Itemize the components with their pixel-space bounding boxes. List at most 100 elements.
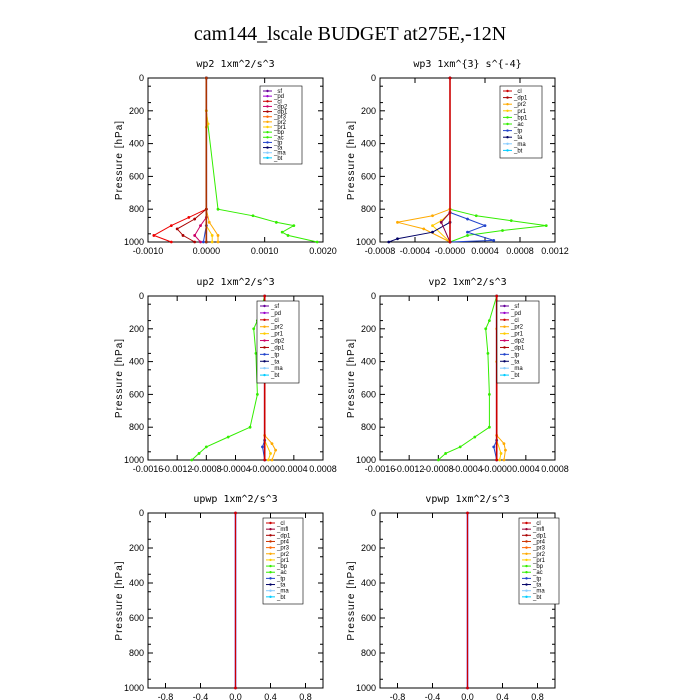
x-tick-label: 0.0012	[541, 246, 569, 256]
y-tick-label: 600	[129, 389, 144, 399]
y-tick-label: 200	[361, 324, 376, 334]
legend-entry: _ma	[532, 589, 545, 595]
series-line-pr1	[431, 78, 451, 243]
legend-marker	[503, 360, 506, 363]
series-line-ta	[388, 78, 451, 243]
legend-marker	[506, 96, 509, 99]
series-point-pr2	[504, 448, 507, 452]
legend-entry: _dp1	[273, 110, 288, 116]
legend-entry: _pr3	[532, 546, 546, 552]
legend-marker	[269, 558, 272, 562]
plot-frame	[147, 77, 324, 243]
series-point-tp	[261, 445, 264, 449]
x-tick-label: -0.0008	[423, 464, 454, 474]
series-line-pr2	[397, 78, 451, 243]
x-tick-label: -0.0012	[162, 464, 193, 474]
legend-box	[256, 300, 300, 384]
legend-entry: _cl	[270, 318, 279, 324]
legend-marker	[269, 534, 272, 537]
legend-marker	[506, 122, 509, 126]
legend-entry: _dp1	[510, 345, 525, 351]
legend-marker	[506, 142, 509, 145]
x-tick-label: 0.0	[461, 692, 474, 700]
legend-entry: _pr1	[270, 332, 284, 338]
series-point-ac	[315, 240, 319, 244]
series-point-pr1	[487, 319, 491, 322]
legend-entry: _tp	[273, 140, 283, 146]
y-tick-label: 200	[129, 324, 144, 334]
legend-marker	[263, 346, 266, 349]
legend-entry: _bp	[273, 130, 285, 136]
series-point-dp1	[466, 686, 469, 690]
legend-marker	[503, 346, 506, 349]
y-tick-label: 0	[139, 73, 144, 83]
legend-marker	[269, 540, 272, 543]
legend-entry: _ta	[276, 583, 286, 589]
legend-marker	[269, 527, 272, 531]
series-point-ac	[251, 214, 255, 218]
series-point-pr1	[152, 234, 156, 237]
legend: _cl_mfl_dp1_pr4_pr3_pr2_pr1_bp_ac_tp_ta_…	[518, 517, 560, 605]
series-point-pr3	[207, 220, 211, 224]
legend-entry: _bt	[510, 373, 520, 379]
legend-entry: _ma	[513, 142, 526, 148]
legend-entry: _pr1	[513, 109, 527, 115]
y-tick-label: 600	[129, 613, 144, 623]
legend-box	[496, 300, 540, 384]
legend-entry: _cl	[273, 99, 282, 105]
y-tick-label: 200	[361, 543, 376, 553]
legend-marker	[506, 116, 509, 119]
legend-entry: _ma	[270, 366, 283, 372]
series-line-pr1	[191, 295, 266, 461]
legend-entry: _pr3	[273, 115, 287, 121]
legend-marker	[263, 360, 266, 363]
legend-marker	[266, 151, 269, 154]
legend-marker	[269, 577, 272, 580]
y-axis-label: Pressure [hPa]	[346, 560, 357, 640]
legend-entry: _mfl	[532, 527, 544, 533]
legend-entry: _pr1	[510, 332, 524, 338]
panel-title: up2 1xm^2/s^3	[196, 277, 274, 288]
series-point-ac	[292, 224, 296, 228]
series-point-ac	[509, 219, 513, 223]
panel-title: upwp 1xm^2/s^3	[193, 494, 277, 505]
legend: _sf_pd_cl_pr2_pr1_dp2_dp1_tp_ta_ma_bt	[256, 300, 300, 384]
legend-entry: _dp1	[513, 96, 528, 102]
legend-entry: _dp1	[270, 345, 285, 351]
legend-entry: _dp2	[273, 104, 288, 110]
legend-marker	[525, 558, 528, 562]
series-point-pr2	[431, 214, 434, 218]
legend-marker	[266, 89, 269, 93]
series-point-ta	[431, 230, 434, 234]
x-tick-label: -0.0010	[133, 246, 164, 256]
x-tick-label: 0.4	[496, 692, 509, 700]
legend-marker	[525, 595, 528, 599]
series-point-pr2	[502, 442, 506, 445]
legend-marker	[266, 115, 269, 118]
legend-entry: _bt	[513, 148, 523, 154]
legend: _cl_dp1_pr2_pr1_bp1_ac_tp_ta_ma_bt	[499, 85, 543, 159]
legend-entry: _ta	[513, 135, 523, 141]
legend-marker	[266, 146, 269, 149]
legend-entry: _ac	[273, 135, 284, 141]
y-axis-label: Pressure [hPa]	[114, 120, 125, 200]
y-tick-label: 800	[361, 648, 376, 658]
legend-marker	[266, 141, 269, 144]
legend-marker	[525, 521, 528, 525]
series-point-pr1	[255, 393, 259, 396]
x-tick-label: 0.0000	[193, 246, 221, 256]
series-line-ac	[449, 78, 547, 243]
series-point-pr1	[473, 435, 477, 439]
legend-marker	[506, 149, 509, 152]
series-point-ac	[216, 207, 220, 211]
series-point-pr2	[502, 458, 506, 462]
series-point-pr1	[431, 224, 434, 228]
series-line-dp1	[176, 78, 207, 243]
legend-marker	[263, 304, 266, 308]
legend-marker	[269, 571, 272, 574]
series-point-pr1	[444, 452, 448, 455]
y-tick-label: 0	[371, 291, 376, 301]
y-tick-label: 400	[361, 578, 376, 588]
series-point-pr1	[484, 327, 488, 331]
legend-box	[518, 517, 560, 605]
